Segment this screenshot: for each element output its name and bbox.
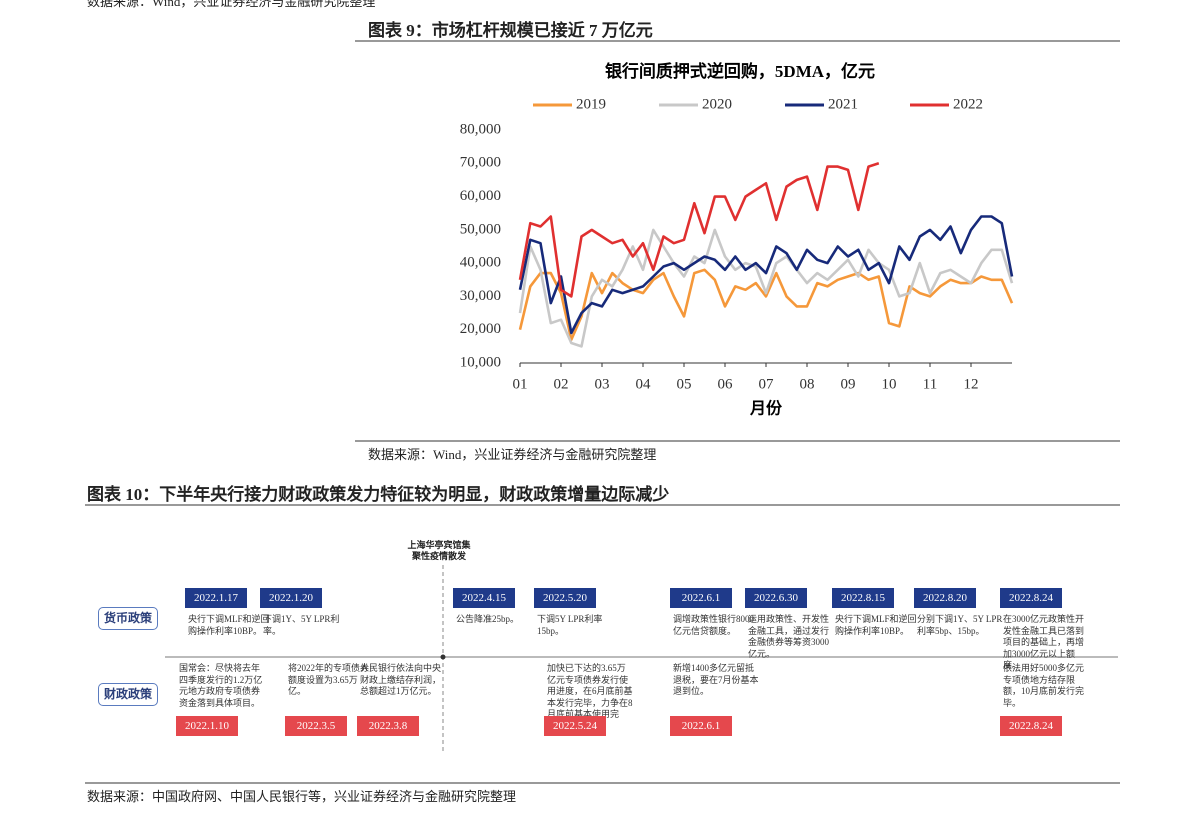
date-box: 2022.1.17 [185,588,247,608]
event-note: 公告降准25bp。 [456,614,520,624]
figure-title: 图表 10：下半年央行接力财政政策发力特征较为明显，财政政策增量边际减少 [87,485,670,504]
event-note: 在3000亿元政策性开发性金融工具已落到项目的基础上，再增加3000亿元以上额度… [1003,614,1085,670]
y-tick-label: 50,000 [460,221,501,237]
x-tick-label: 06 [718,376,734,392]
x-tick-label: 05 [677,376,692,392]
x-tick-label: 02 [554,376,569,392]
date-box: 2022.8.15 [832,588,894,608]
chart-title: 银行间质押式逆回购，5DMA，亿元 [605,61,875,81]
event-note: 将2022年的专项债券额度设置为3.65万亿。 [288,663,370,696]
series-line [518,215,1014,335]
event-note: 运用政策性、开发性金融工具，通过发行金融债券等筹资3000亿元。 [748,614,830,659]
event-note: 分别下调1Y、5Y LPR利率5bp、15bp。 [917,614,1003,636]
date-box: 2022.1.20 [260,588,322,608]
event-note: 国常会：尽快将去年四季度发行的1.2万亿元地方政府专项债券资金落到具体项目。 [179,663,263,708]
legend-label: 2020 [702,96,732,112]
event-note: 央行下调MLF和逆回购操作利率10BP。 [188,614,270,636]
series-line [518,228,1014,348]
figure-title: 图表 9：市场杠杆规模已接近 7 万亿元 [368,21,653,40]
x-axis-label: 月份 [749,399,783,418]
series-line [518,268,1014,341]
event-note: 下调5Y LPR利率15bp。 [537,614,603,636]
event-note: 下调1Y、5Y LPR利率。 [263,614,340,636]
date-box: 2022.6.1 [670,716,732,736]
source-note: 数据来源：Wind，兴业证券经济与金融研究院整理 [368,447,657,462]
x-tick-label: 11 [923,376,937,392]
x-tick-label: 04 [636,376,652,392]
policy-label: 财政政策 [98,683,158,706]
source-note: 数据来源：Wind，兴业证券经济与金融研究院整理 [87,0,376,9]
legend-label: 2021 [828,96,858,112]
legend-label: 2019 [576,96,606,112]
y-tick-label: 40,000 [460,255,501,271]
event-label: 上海华亭宾馆集聚性疫情散发 [407,540,471,561]
x-tick-label: 10 [882,376,897,392]
date-box: 2022.3.8 [357,716,419,736]
date-box: 2022.8.24 [1000,588,1062,608]
date-box: 2022.1.10 [176,716,238,736]
event-note: 依法用好5000多亿元专项债地方结存限额，10月底前发行完毕。 [1003,663,1085,708]
x-tick-label: 07 [759,376,775,392]
policy-label: 货币政策 [98,607,158,630]
y-tick-label: 70,000 [460,155,501,171]
date-box: 2022.8.24 [1000,716,1062,736]
date-box: 2022.3.5 [285,716,347,736]
y-tick-label: 20,000 [460,321,501,337]
event-note: 央行下调MLF和逆回购操作利率10BP。 [835,614,917,636]
date-box: 2022.8.20 [914,588,976,608]
y-tick-label: 10,000 [460,354,501,370]
source-note: 数据来源：中国政府网、中国人民银行等，兴业证券经济与金融研究院整理 [87,789,517,804]
y-tick-label: 60,000 [460,188,501,204]
date-box: 2022.5.20 [534,588,596,608]
series-line [518,162,880,298]
event-note: 人民银行依法向中央财政上缴结存利润，总额超过1万亿元。 [360,663,442,696]
event-note: 新增1400多亿元留抵退税，要在7月份基本退到位。 [673,663,759,696]
x-tick-label: 09 [841,376,856,392]
x-tick-label: 08 [800,376,815,392]
x-tick-label: 12 [964,376,979,392]
y-tick-label: 30,000 [460,288,501,304]
x-tick-label: 03 [595,376,610,392]
date-box: 2022.5.24 [544,716,606,736]
x-tick-label: 01 [513,376,528,392]
legend-label: 2022 [953,96,983,112]
event-dot [440,654,446,660]
date-box: 2022.4.15 [453,588,515,608]
y-tick-label: 80,000 [460,121,501,137]
date-box: 2022.6.1 [670,588,732,608]
event-note: 调增政策性银行8000亿元信贷额度。 [673,614,755,636]
date-box: 2022.6.30 [745,588,807,608]
